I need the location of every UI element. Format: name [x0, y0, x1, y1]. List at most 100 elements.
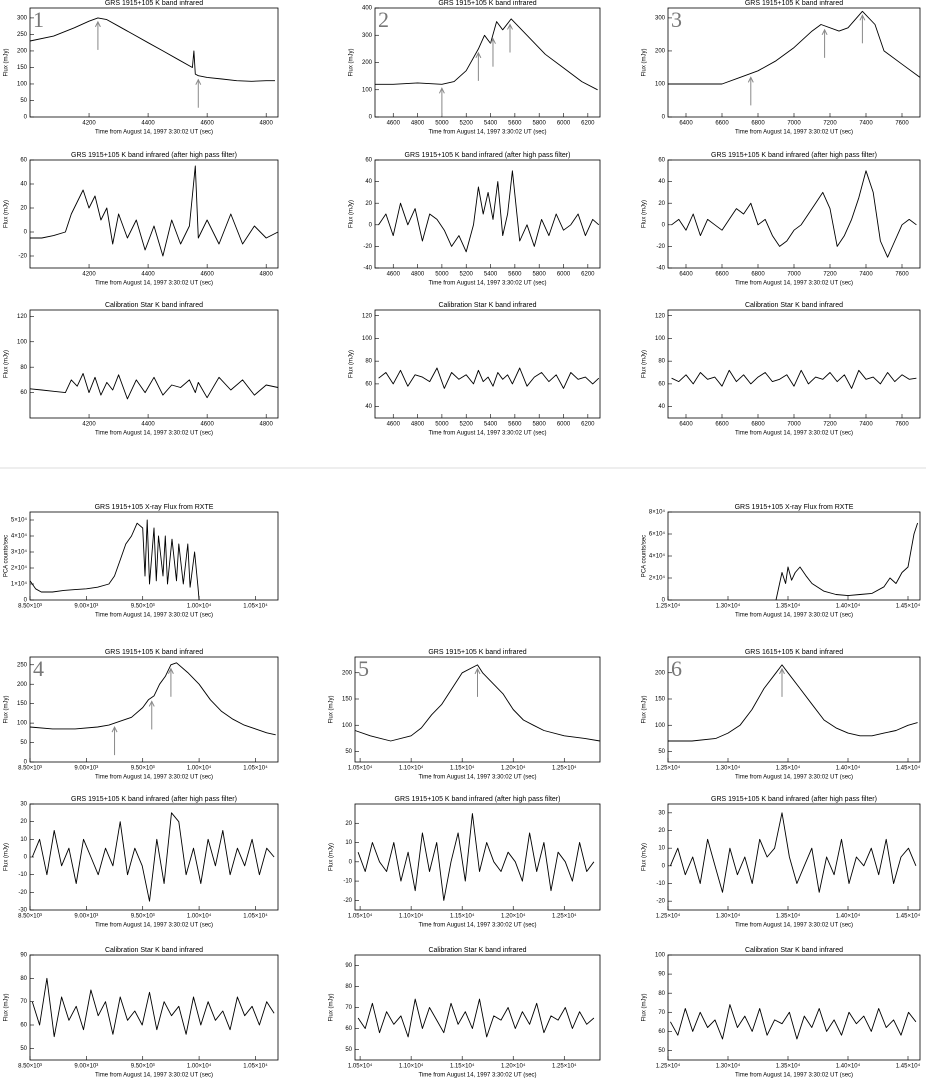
y-tick-label: 0	[24, 230, 28, 236]
y-tick-label: 200	[17, 49, 28, 55]
y-tick-label: 10	[20, 837, 27, 843]
chart-title: Calibration Star K band infrared	[745, 947, 843, 954]
y-tick-label: 30	[20, 802, 27, 808]
y-tick-label: 50	[658, 1048, 665, 1054]
chart-title: Calibration Star K band infrared	[105, 947, 203, 954]
y-tick-label: 400	[362, 6, 373, 12]
arrow-head	[779, 667, 785, 675]
y-tick-label: 70	[345, 1005, 352, 1011]
x-tick-label: 4800	[260, 272, 274, 278]
x-tick-label: 5600	[508, 121, 522, 127]
y-tick-label: 120	[17, 314, 28, 320]
plot-frame	[374, 7, 601, 118]
x-tick-label: 1.05×10⁴	[243, 913, 268, 920]
y-axis-label: Flux (mJy)	[4, 49, 10, 77]
y-axis-label: Flux (mJy)	[4, 994, 10, 1022]
y-tick-label: 50	[345, 749, 352, 755]
x-tick-label: 4200	[82, 422, 96, 428]
y-tick-label: 0	[24, 760, 28, 766]
panel-number: 1	[33, 7, 44, 32]
data-line	[357, 813, 595, 901]
x-tick-label: 9.50×10³	[131, 604, 155, 610]
x-tick-label: 9.50×10³	[131, 914, 155, 920]
y-tick-label: 60	[365, 158, 372, 164]
x-tick-label: 1.40×10⁴	[836, 913, 861, 920]
y-tick-label: 60	[658, 381, 665, 387]
x-tick-label: 4600	[200, 121, 214, 127]
x-tick-label: 7000	[787, 121, 801, 127]
y-tick-label: 60	[20, 1023, 27, 1029]
y-tick-label: 0	[349, 859, 353, 865]
y-axis-label: Flux (mJy)	[642, 49, 648, 77]
x-tick-label: 6600	[715, 121, 729, 127]
x-tick-label: 7600	[895, 272, 909, 278]
y-tick-label: 0	[24, 115, 28, 121]
y-tick-label: 10	[658, 846, 665, 852]
x-axis-label: Time from August 14, 1997 3:30:02 UT (se…	[95, 613, 213, 619]
x-tick-label: 6800	[751, 272, 765, 278]
y-tick-label: 200	[342, 670, 353, 676]
x-tick-label: 6000	[557, 121, 571, 127]
y-tick-label: 80	[658, 991, 665, 997]
y-tick-label: -20	[656, 244, 665, 250]
plot-frame	[374, 159, 601, 269]
data-line	[669, 812, 917, 893]
x-tick-label: 1.45×10⁴	[896, 1063, 921, 1070]
x-tick-label: 9.00×10³	[74, 766, 98, 772]
y-axis-label: Flux (mJy)	[642, 350, 648, 378]
y-tick-label: -10	[343, 879, 352, 885]
data-line	[29, 17, 275, 82]
x-tick-label: 1.10×10⁴	[399, 913, 424, 920]
x-tick-label: 4400	[141, 272, 155, 278]
y-tick-label: 60	[365, 381, 372, 387]
x-tick-label: 7600	[895, 121, 909, 127]
x-tick-label: 6800	[751, 121, 765, 127]
y-axis-label: Flux (mJy)	[349, 350, 355, 378]
panel-number: 2	[378, 7, 389, 32]
y-tick-label: 250	[17, 662, 28, 668]
x-axis-label: Time from August 14, 1997 3:30:02 UT (se…	[735, 130, 853, 136]
panel-number: 4	[33, 656, 44, 681]
x-axis-label: Time from August 14, 1997 3:30:02 UT (se…	[95, 775, 213, 781]
x-tick-label: 1.30×10⁴	[716, 765, 741, 772]
chart-title: GRS 1915+105 K band infrared (after high…	[711, 152, 877, 159]
x-tick-label: 1.30×10⁴	[716, 603, 741, 610]
arrow-head	[148, 700, 155, 707]
x-tick-label: 6400	[679, 272, 693, 278]
y-axis-label: Flux (mJy)	[4, 350, 10, 378]
data-line	[378, 170, 600, 253]
x-axis-label: Time from August 14, 1997 3:30:02 UT (se…	[95, 431, 213, 437]
x-tick-label: 5400	[484, 121, 498, 127]
chart-title: GRS 1915+105 X-ray Flux from RXTE	[735, 504, 854, 511]
y-axis-label: Flux (mJy)	[329, 696, 335, 724]
x-axis-label: Time from August 14, 1997 3:30:02 UT (se…	[428, 431, 546, 437]
x-tick-label: 4600	[200, 272, 214, 278]
y-tick-label: 1×10⁴	[11, 581, 28, 588]
chart-title: Calibration Star K band infrared	[428, 947, 526, 954]
y-tick-label: 120	[362, 313, 373, 319]
x-tick-label: 6200	[581, 272, 595, 278]
plot-frame	[667, 159, 921, 269]
x-tick-label: 4800	[411, 121, 425, 127]
x-tick-label: 4600	[387, 121, 401, 127]
x-tick-label: 7400	[859, 422, 873, 428]
x-tick-label: 1.15×10⁴	[450, 765, 475, 772]
arrow-head	[507, 23, 513, 30]
y-axis-label: Flux (mJy)	[349, 200, 355, 228]
x-axis-label: Time from August 14, 1997 3:30:02 UT (se…	[735, 923, 853, 929]
x-tick-label: 1.15×10⁴	[450, 1063, 475, 1070]
y-tick-label: -10	[656, 881, 665, 887]
panel-number: 3	[671, 7, 682, 32]
x-tick-label: 1.10×10⁴	[399, 765, 424, 772]
y-tick-label: 60	[20, 158, 27, 164]
arrow-head	[195, 78, 202, 85]
x-tick-label: 9.00×10³	[74, 914, 98, 920]
x-tick-label: 7000	[787, 422, 801, 428]
x-tick-label: 1.25×10⁴	[656, 765, 681, 772]
y-tick-label: 60	[20, 390, 27, 396]
chart-title: GRS 1915+105 K band infrared (after high…	[711, 796, 877, 803]
x-tick-label: 5800	[533, 422, 547, 428]
y-tick-label: 100	[342, 723, 353, 729]
x-tick-label: 6400	[679, 422, 693, 428]
